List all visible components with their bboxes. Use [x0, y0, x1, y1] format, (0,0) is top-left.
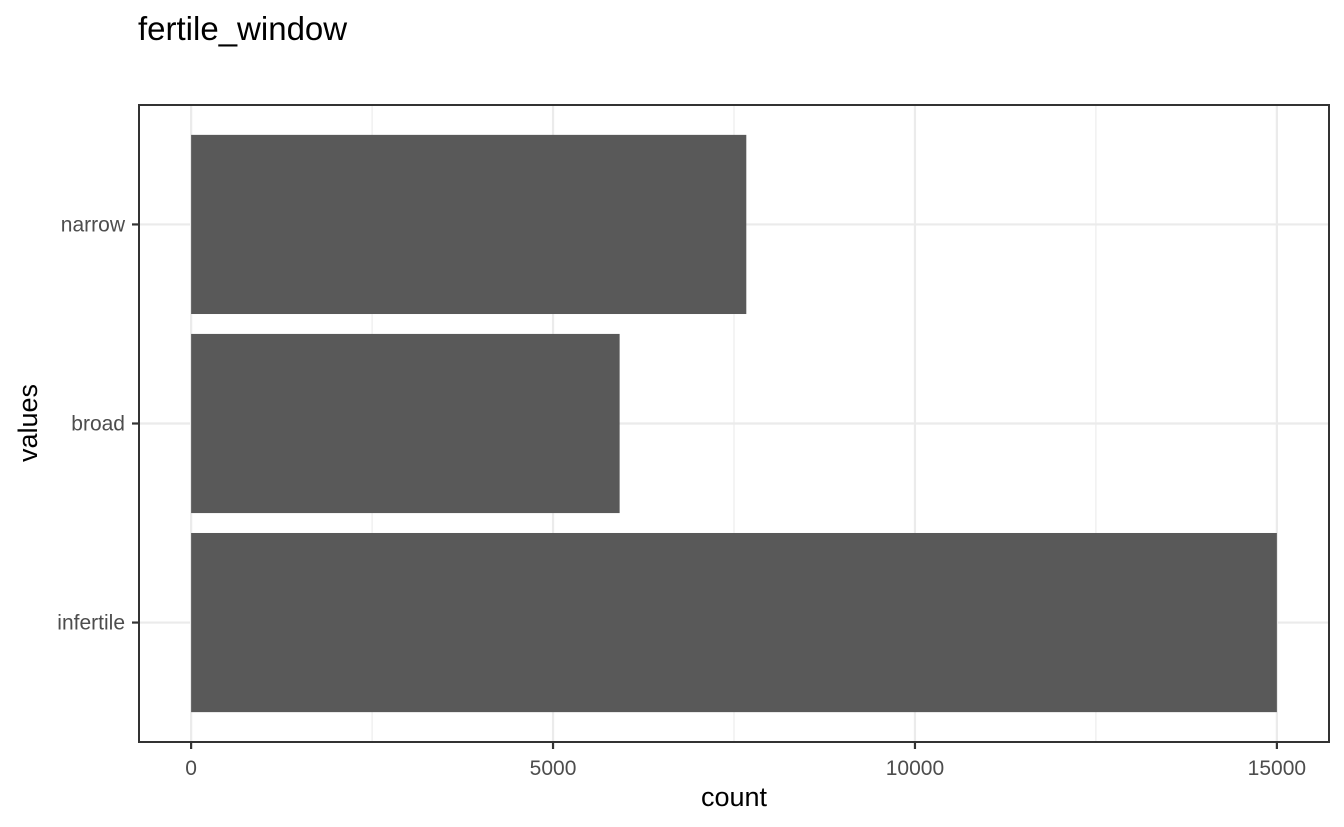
bars — [191, 134, 1277, 713]
x-axis-title: count — [701, 782, 768, 812]
y-tick-label: narrow — [61, 213, 126, 236]
bar-broad — [191, 333, 620, 514]
y-axis-title: values — [13, 384, 43, 462]
bar-infertile — [191, 532, 1277, 713]
x-axis: 0 5000 10000 15000 — [185, 742, 1306, 780]
chart-title: fertile_window — [138, 10, 347, 47]
y-axis: infertile broad narrow — [57, 213, 139, 635]
x-tick-label: 5000 — [530, 757, 577, 780]
y-tick-label: broad — [71, 413, 125, 436]
x-tick-label: 10000 — [886, 757, 944, 780]
bar-narrow — [191, 134, 747, 315]
x-tick-label: 0 — [185, 757, 197, 780]
x-tick-label: 15000 — [1248, 757, 1306, 780]
y-tick-label: infertile — [57, 612, 125, 635]
